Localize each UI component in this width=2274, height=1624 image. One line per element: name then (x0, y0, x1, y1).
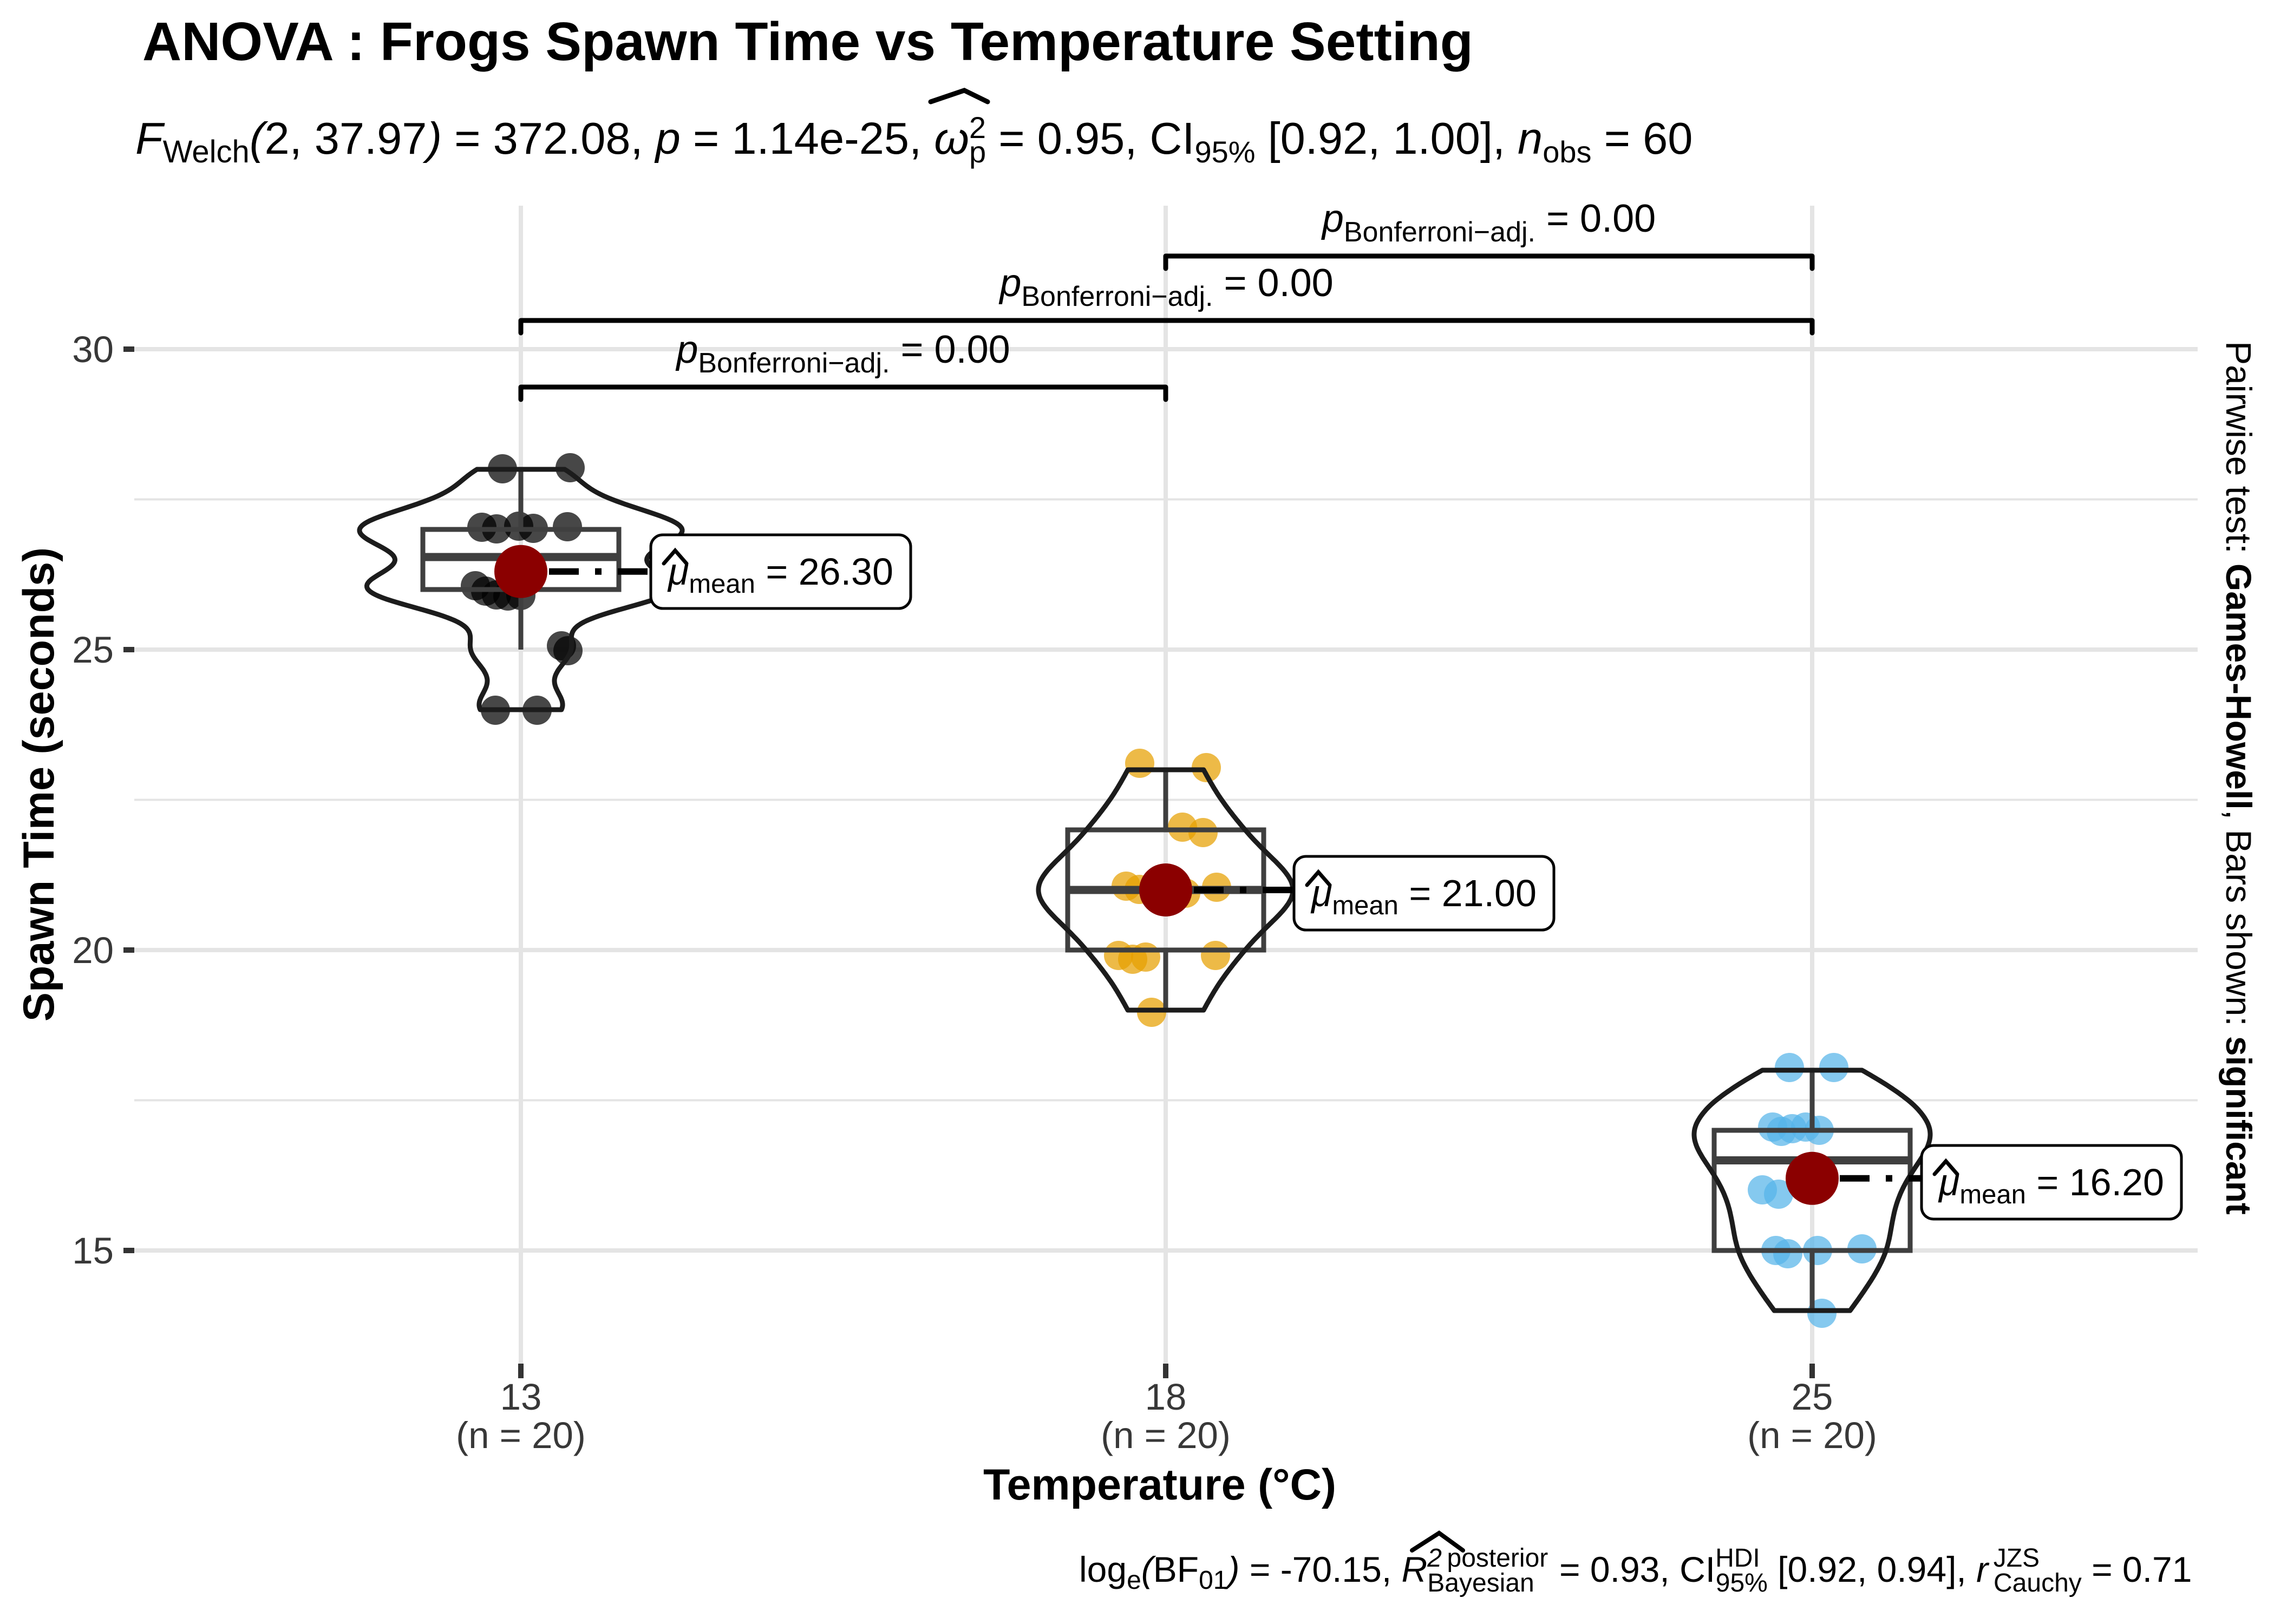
svg-text:30: 30 (72, 329, 114, 370)
svg-text:25: 25 (1792, 1376, 1833, 1418)
svg-text:ANOVA : Frogs Spawn Time vs Te: ANOVA : Frogs Spawn Time vs Temperature … (142, 11, 1473, 72)
svg-text:(n = 20): (n = 20) (1101, 1415, 1231, 1456)
svg-text:μmean = 21.00: μmean = 21.00 (1310, 872, 1537, 920)
svg-text:pBonferroni−adj. = 0.00: pBonferroni−adj. = 0.00 (998, 261, 1333, 312)
svg-text:18: 18 (1145, 1376, 1187, 1418)
svg-text:(n = 20): (n = 20) (456, 1415, 586, 1456)
svg-text:pBonferroni−adj. = 0.00: pBonferroni−adj. = 0.00 (1321, 197, 1656, 248)
svg-text:μmean = 26.30: μmean = 26.30 (667, 551, 893, 599)
svg-text:loge(BF01) = -70.15, R2 poster: loge(BF01) = -70.15, R2 posterior Bayesia… (1079, 1544, 2192, 1597)
svg-text:Spawn Time (seconds): Spawn Time (seconds) (15, 547, 63, 1021)
svg-text:13: 13 (500, 1376, 542, 1418)
svg-text:25: 25 (72, 629, 114, 671)
svg-text:(n = 20): (n = 20) (1747, 1415, 1877, 1456)
svg-text:FWelch(2, 37.97) = 372.08, p =: FWelch(2, 37.97) = 372.08, p = 1.14e-25,… (135, 110, 1693, 169)
svg-text:20: 20 (72, 929, 114, 971)
svg-text:Temperature (°C): Temperature (°C) (983, 1461, 1336, 1509)
svg-text:Pairwise test: Games-Howell, B: Pairwise test: Games-Howell, Bars shown:… (2219, 341, 2259, 1215)
svg-text:pBonferroni−adj. = 0.00: pBonferroni−adj. = 0.00 (675, 328, 1010, 379)
svg-text:15: 15 (72, 1230, 114, 1272)
